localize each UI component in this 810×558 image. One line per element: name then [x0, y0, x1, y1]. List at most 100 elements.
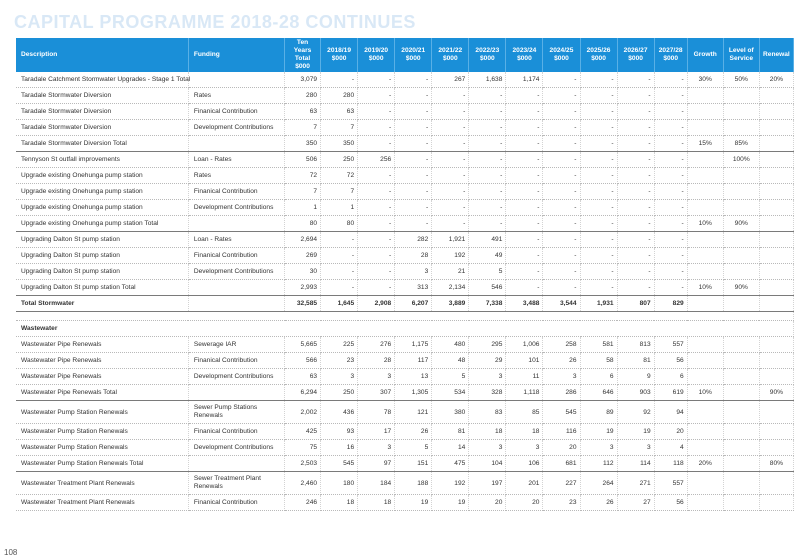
renewal-cell: [759, 423, 795, 440]
renewal-cell: [759, 471, 795, 495]
level-of-service-cell: [723, 199, 760, 216]
ten-year-total-cell: 2,002: [284, 400, 322, 424]
ten-year-total-cell: 1: [284, 199, 322, 216]
table-row: Wastewater Treatment Plant Renewals Finan…: [16, 494, 795, 511]
year-value-cell: -: [357, 263, 396, 280]
level-of-service-cell: [723, 439, 760, 456]
description-cell: Wastewater Pipe Renewals: [16, 336, 189, 353]
table-row: Upgrading Dalton St pump station Finanica…: [16, 247, 795, 264]
year-value-cell: -: [431, 135, 470, 152]
ten-year-total-cell: 5,665: [284, 336, 322, 353]
year-value-cell: -: [654, 151, 688, 168]
year-value-cell: 20: [542, 439, 581, 456]
description-cell: Tennyson St outfall improvements: [16, 151, 189, 168]
year-value-cell: -: [505, 119, 544, 136]
year-value-cell: 829: [654, 295, 688, 312]
year-value-cell: -: [654, 119, 688, 136]
year-value-cell: -: [431, 183, 470, 200]
renewal-cell: [759, 151, 795, 168]
ten-year-total-cell: 72: [284, 167, 322, 184]
year-value-cell: -: [394, 119, 433, 136]
year-value-cell: 280: [320, 87, 359, 104]
year-value-cell: -: [468, 199, 507, 216]
year-value-cell: 5: [468, 263, 507, 280]
year-value-cell: -: [357, 135, 396, 152]
funding-cell: [188, 135, 286, 152]
description-cell: Taradale Stormwater Diversion: [16, 87, 189, 104]
year-value-cell: 26: [542, 352, 581, 369]
level-of-service-cell: [723, 167, 760, 184]
year-value-cell: 813: [617, 336, 655, 353]
header-year: 2022/23 $000: [468, 38, 507, 72]
growth-cell: [687, 263, 724, 280]
year-value-cell: 112: [580, 455, 618, 472]
ten-year-total-cell: 80: [284, 215, 322, 232]
renewal-cell: [759, 494, 795, 511]
spacer-row: [16, 311, 794, 321]
year-value-cell: -: [468, 87, 507, 104]
description-cell: Upgrading Dalton St pump station: [16, 247, 189, 264]
description-cell: Wastewater Pipe Renewals Total: [16, 384, 189, 401]
year-value-cell: -: [580, 87, 618, 104]
renewal-cell: 80%: [759, 455, 795, 472]
level-of-service-cell: [723, 231, 760, 248]
year-value-cell: -: [654, 87, 688, 104]
year-value-cell: -: [468, 135, 507, 152]
year-value-cell: -: [654, 247, 688, 264]
year-value-cell: 81: [617, 352, 655, 369]
year-value-cell: 581: [580, 336, 618, 353]
year-value-cell: 48: [431, 352, 470, 369]
funding-cell: [188, 279, 286, 296]
year-value-cell: 23: [542, 494, 581, 511]
grand-total-row: Total Stormwater 32,585 1,645 2,908 6,207 3,8…: [16, 295, 795, 312]
table-row: Taradale Stormwater Diversion Rates 280 280…: [16, 87, 795, 104]
section-heading-row: Wastewater: [16, 320, 794, 337]
year-value-cell: -: [542, 167, 581, 184]
year-value-cell: 271: [617, 471, 655, 495]
year-value-cell: 3: [468, 368, 507, 385]
year-value-cell: -: [580, 135, 618, 152]
year-value-cell: -: [617, 183, 655, 200]
year-value-cell: -: [654, 279, 688, 296]
description-cell: Taradale Stormwater Diversion: [16, 103, 189, 120]
year-value-cell: 250: [320, 384, 359, 401]
year-value-cell: 903: [617, 384, 655, 401]
table-row: Upgrade existing Onehunga pump station De…: [16, 199, 795, 216]
year-value-cell: -: [617, 135, 655, 152]
year-value-cell: 3: [320, 368, 359, 385]
year-value-cell: 16: [320, 439, 359, 456]
year-value-cell: -: [617, 119, 655, 136]
year-value-cell: 557: [654, 336, 688, 353]
year-value-cell: -: [357, 279, 396, 296]
year-value-cell: 101: [505, 352, 544, 369]
year-value-cell: -: [431, 103, 470, 120]
funding-cell: Finanical Contribution: [188, 352, 286, 369]
year-value-cell: 3,544: [542, 295, 581, 312]
year-value-cell: 19: [431, 494, 470, 511]
year-value-cell: -: [580, 103, 618, 120]
year-value-cell: 19: [580, 423, 618, 440]
renewal-cell: [759, 135, 795, 152]
renewal-cell: [759, 247, 795, 264]
funding-cell: Development Contributions: [188, 368, 286, 385]
year-value-cell: 3: [357, 439, 396, 456]
growth-cell: [687, 494, 724, 511]
table-row: Taradale Catchment Stormwater Upgrades -…: [16, 72, 795, 88]
year-value-cell: 13: [394, 368, 433, 385]
description-cell: Upgrade existing Onehunga pump station: [16, 167, 189, 184]
year-value-cell: -: [431, 119, 470, 136]
year-value-cell: -: [505, 215, 544, 232]
year-value-cell: 491: [468, 231, 507, 248]
year-value-cell: 106: [505, 455, 544, 472]
year-value-cell: -: [357, 199, 396, 216]
header-ten-year-total: Ten Years Total $000: [284, 38, 322, 72]
year-value-cell: -: [580, 231, 618, 248]
year-value-cell: 63: [320, 103, 359, 120]
renewal-cell: [759, 167, 795, 184]
table-header-row: Description Funding Ten Years Total $000…: [16, 38, 795, 72]
level-of-service-cell: [723, 384, 760, 401]
level-of-service-cell: [723, 423, 760, 440]
funding-cell: Loan - Rates: [188, 231, 286, 248]
table-row: Wastewater Pump Station Renewals Finanica…: [16, 423, 795, 440]
year-value-cell: 18: [468, 423, 507, 440]
